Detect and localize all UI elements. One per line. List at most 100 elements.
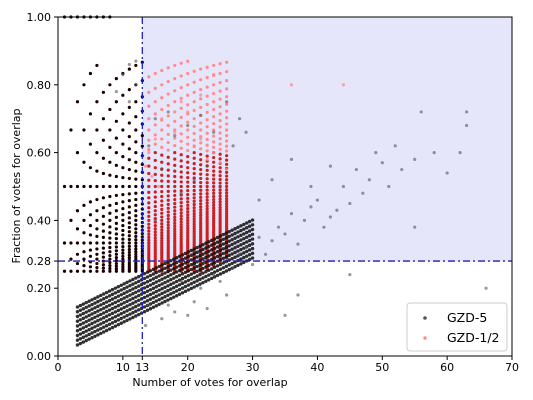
data-point	[88, 265, 93, 269]
data-point	[151, 272, 156, 276]
data-point	[205, 217, 209, 221]
data-point	[125, 294, 129, 299]
data-point	[186, 59, 190, 63]
data-point	[166, 220, 170, 224]
data-point	[160, 83, 164, 87]
data-point	[192, 261, 196, 265]
data-point	[108, 184, 112, 189]
data-point	[137, 274, 141, 279]
data-point	[78, 303, 83, 308]
data-point	[212, 83, 216, 87]
data-point	[160, 228, 164, 232]
data-point	[121, 93, 125, 97]
data-point	[218, 147, 222, 151]
data-point	[204, 279, 208, 283]
data-point	[140, 254, 144, 258]
y-axis-ticks: 0.00 0.20 0.28 0.40 0.60 0.80 1.00	[27, 11, 58, 363]
data-point-gzd-5	[335, 208, 339, 212]
data-point	[147, 190, 151, 194]
data-point	[179, 217, 183, 221]
data-point	[192, 100, 196, 104]
data-point	[110, 311, 115, 316]
data-point	[101, 117, 105, 121]
x-tick-label: 70	[505, 361, 519, 374]
data-point-gzd-5	[283, 232, 287, 236]
data-point	[127, 105, 131, 109]
data-point	[107, 322, 112, 326]
data-point	[153, 133, 157, 137]
data-point-gzd-1-2	[218, 161, 222, 165]
data-point	[119, 302, 123, 306]
data-point	[84, 338, 88, 343]
data-point	[62, 184, 67, 189]
data-point	[110, 292, 115, 297]
data-point	[128, 279, 132, 283]
data-point	[186, 250, 191, 254]
data-point	[166, 202, 170, 206]
data-point	[101, 156, 105, 160]
data-point	[84, 305, 88, 310]
data-point	[199, 135, 203, 139]
data-point	[107, 294, 112, 298]
data-point	[201, 247, 205, 252]
data-point	[166, 265, 170, 269]
data-point	[153, 246, 157, 250]
data-point	[121, 213, 125, 217]
data-point	[186, 189, 190, 193]
data-point	[153, 236, 157, 240]
data-point	[236, 239, 240, 244]
data-point	[221, 270, 226, 275]
data-point	[173, 157, 177, 161]
data-point	[121, 166, 125, 170]
data-point	[205, 210, 209, 214]
y-tick-label: 0.20	[27, 282, 52, 295]
data-point	[121, 269, 125, 273]
data-point	[114, 264, 118, 268]
data-point	[205, 168, 209, 172]
data-point	[212, 181, 216, 185]
data-point	[95, 269, 99, 273]
data-point	[113, 295, 118, 300]
data-point	[169, 263, 173, 268]
data-point	[157, 283, 161, 288]
data-point	[69, 184, 73, 189]
data-point	[95, 241, 99, 245]
data-point	[153, 213, 157, 217]
data-point	[137, 308, 141, 312]
data-point	[147, 218, 151, 222]
data-point	[153, 241, 157, 245]
data-point	[82, 250, 86, 254]
data-point	[87, 323, 91, 327]
data-point	[225, 102, 229, 106]
data-point	[78, 318, 83, 322]
data-point	[134, 214, 138, 218]
data-point	[218, 200, 222, 204]
data-point	[205, 215, 209, 219]
data-point	[84, 334, 88, 338]
data-point	[160, 282, 164, 286]
data-point	[75, 329, 80, 333]
data-point	[90, 302, 94, 307]
data-point	[201, 266, 205, 271]
data-point	[199, 172, 203, 176]
data-point	[134, 281, 138, 285]
data-point	[153, 230, 157, 234]
data-point	[224, 240, 229, 245]
data-point-gzd-1-2	[199, 137, 203, 141]
data-point-gzd-5	[179, 191, 183, 195]
y-tick-label: 0.00	[27, 350, 52, 363]
data-point	[166, 179, 170, 183]
data-point	[205, 177, 209, 181]
data-point	[145, 299, 150, 303]
data-point	[147, 241, 151, 245]
data-point	[218, 194, 222, 198]
data-point	[225, 194, 229, 198]
data-point	[107, 289, 112, 293]
data-point	[147, 117, 151, 121]
data-point	[121, 241, 125, 245]
data-point	[212, 265, 217, 270]
data-point	[154, 270, 158, 275]
data-point	[180, 262, 185, 267]
data-point	[166, 239, 170, 243]
